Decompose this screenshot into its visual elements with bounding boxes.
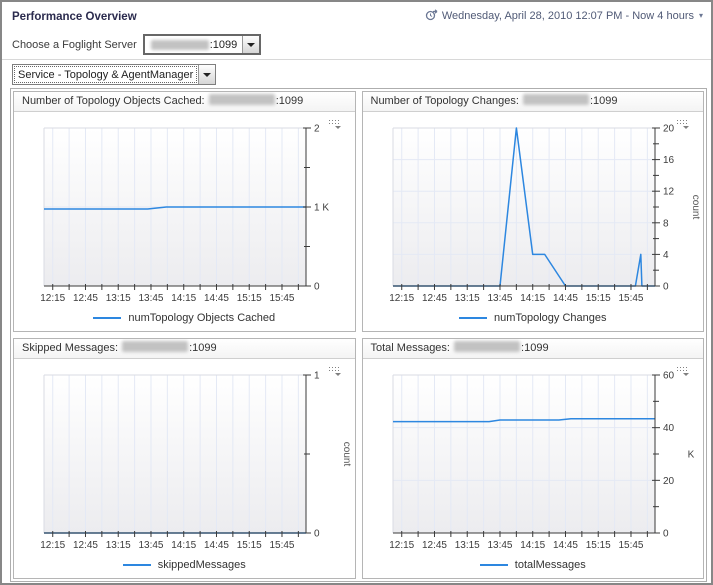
svg-text:count: count bbox=[690, 195, 701, 220]
svg-text:40: 40 bbox=[663, 423, 675, 434]
svg-text:12:45: 12:45 bbox=[421, 540, 446, 551]
svg-text:13:45: 13:45 bbox=[138, 293, 163, 304]
svg-text:13:45: 13:45 bbox=[138, 540, 163, 551]
panel-title: Number of Topology Objects Cached: :1099 bbox=[14, 92, 355, 112]
svg-text:8: 8 bbox=[663, 218, 669, 229]
svg-text:14:15: 14:15 bbox=[171, 540, 196, 551]
svg-text:14:45: 14:45 bbox=[204, 540, 229, 551]
svg-text:0: 0 bbox=[663, 529, 669, 540]
svg-text:13:45: 13:45 bbox=[487, 540, 512, 551]
svg-text:15:45: 15:45 bbox=[269, 540, 294, 551]
time-range-caret-icon: ▾ bbox=[698, 11, 703, 20]
svg-text:12:15: 12:15 bbox=[389, 293, 414, 304]
svg-text:14:15: 14:15 bbox=[520, 540, 545, 551]
redacted-server-name bbox=[522, 94, 589, 105]
svg-text:12:45: 12:45 bbox=[73, 293, 98, 304]
legend-label: numTopology Changes bbox=[493, 312, 607, 324]
chart-legend: skippedMessages bbox=[14, 553, 355, 577]
svg-text:13:45: 13:45 bbox=[487, 293, 512, 304]
svg-text:4: 4 bbox=[663, 250, 669, 261]
skipped-messages-chart[interactable]: 12:15 12:45 13:15 13:45 14:15 14:45 15:15 15:45… bbox=[18, 361, 354, 553]
chart-legend: numTopology Changes bbox=[363, 306, 704, 330]
total-messages-chart[interactable]: 12:15 12:45 13:15 13:45 14:15 14:45 15:15 15:45… bbox=[367, 361, 703, 553]
svg-text:12: 12 bbox=[663, 187, 675, 198]
svg-text:15:15: 15:15 bbox=[585, 540, 610, 551]
legend-label: numTopology Objects Cached bbox=[128, 312, 276, 324]
server-select-dropdown-button[interactable] bbox=[242, 36, 260, 53]
svg-text:14:45: 14:45 bbox=[204, 293, 229, 304]
svg-text:K: K bbox=[687, 450, 694, 461]
svg-text:13:15: 13:15 bbox=[106, 540, 131, 551]
svg-text:14:15: 14:15 bbox=[171, 293, 196, 304]
panel-topology-changes: Number of Topology Changes: :1099 12:15 1… bbox=[361, 91, 704, 332]
topology-objects-cached-chart[interactable]: 12:15 12:45 13:15 13:45 14:15 14:45 15:15 15:45… bbox=[18, 114, 354, 306]
server-select[interactable]: :1099 bbox=[142, 34, 262, 55]
redacted-server-name bbox=[454, 341, 521, 352]
server-picker-label: Choose a Foglight Server bbox=[12, 38, 137, 51]
svg-text:12:45: 12:45 bbox=[73, 540, 98, 551]
legend-line-swatch bbox=[93, 317, 122, 319]
svg-text:15:15: 15:15 bbox=[237, 540, 262, 551]
time-range-label: Wednesday, April 28, 2010 12:07 PM - Now… bbox=[441, 9, 694, 22]
svg-text:14:45: 14:45 bbox=[552, 293, 577, 304]
svg-text:60: 60 bbox=[663, 371, 675, 382]
legend-line-swatch bbox=[122, 564, 151, 566]
svg-text:count: count bbox=[341, 442, 352, 467]
chart-legend: numTopology Objects Cached bbox=[14, 306, 355, 330]
legend-label: totalMessages bbox=[514, 559, 586, 571]
panel-total-messages: Total Messages: :1099 12:15 12:45 13:15 13:… bbox=[361, 338, 704, 579]
legend-line-swatch bbox=[479, 564, 508, 566]
svg-text:2: 2 bbox=[314, 124, 320, 135]
svg-text:1: 1 bbox=[314, 371, 320, 382]
chart-options-icon[interactable] bbox=[328, 366, 342, 378]
panel-skipped-messages: Skipped Messages: :1099 12:15 12:45 13:15 1… bbox=[13, 338, 356, 579]
time-range-selector[interactable]: Wednesday, April 28, 2010 12:07 PM - Now… bbox=[425, 9, 703, 22]
server-select-value: :1099 bbox=[209, 38, 238, 51]
time-range-icon bbox=[425, 9, 438, 21]
panel-title: Number of Topology Changes: :1099 bbox=[362, 92, 703, 112]
legend-line-swatch bbox=[458, 317, 487, 319]
svg-text:13:15: 13:15 bbox=[454, 293, 479, 304]
chart-options-icon[interactable] bbox=[328, 119, 342, 131]
redacted-server-name bbox=[150, 39, 209, 50]
redacted-server-name bbox=[208, 94, 275, 105]
topology-changes-chart[interactable]: 12:15 12:45 13:15 13:45 14:15 14:45 15:15 15:45… bbox=[367, 114, 703, 306]
service-select[interactable]: Service - Topology & AgentManager bbox=[12, 64, 217, 85]
svg-text:12:15: 12:15 bbox=[40, 293, 65, 304]
svg-text:14:15: 14:15 bbox=[520, 293, 545, 304]
panel-topology-objects-cached: Number of Topology Objects Cached: :1099… bbox=[13, 91, 356, 332]
svg-text:14:45: 14:45 bbox=[552, 540, 577, 551]
svg-text:15:45: 15:45 bbox=[269, 293, 294, 304]
svg-text:12:15: 12:15 bbox=[389, 540, 414, 551]
panel-title: Skipped Messages: :1099 bbox=[14, 339, 355, 359]
legend-label: skippedMessages bbox=[157, 559, 246, 571]
svg-text:0: 0 bbox=[663, 282, 669, 293]
svg-text:16: 16 bbox=[663, 155, 675, 166]
svg-text:1 K: 1 K bbox=[314, 203, 329, 214]
chart-legend: totalMessages bbox=[363, 553, 704, 577]
svg-text:15:15: 15:15 bbox=[585, 293, 610, 304]
svg-text:12:45: 12:45 bbox=[421, 293, 446, 304]
svg-text:0: 0 bbox=[314, 282, 320, 293]
svg-text:15:45: 15:45 bbox=[618, 540, 643, 551]
service-select-dropdown-button[interactable] bbox=[198, 65, 216, 84]
chart-options-icon[interactable] bbox=[677, 366, 690, 378]
svg-text:20: 20 bbox=[663, 124, 675, 135]
svg-text:13:15: 13:15 bbox=[454, 540, 479, 551]
panel-title: Total Messages: :1099 bbox=[362, 339, 703, 359]
header-divider bbox=[2, 59, 711, 60]
svg-text:15:15: 15:15 bbox=[237, 293, 262, 304]
service-select-value: Service - Topology & AgentManager bbox=[13, 65, 198, 84]
svg-text:15:45: 15:45 bbox=[618, 293, 643, 304]
chart-options-icon[interactable] bbox=[677, 119, 690, 131]
svg-text:12:15: 12:15 bbox=[40, 540, 65, 551]
svg-text:20: 20 bbox=[663, 476, 675, 487]
svg-text:13:15: 13:15 bbox=[106, 293, 131, 304]
redacted-server-name bbox=[122, 341, 189, 352]
page-title: Performance Overview bbox=[12, 11, 137, 23]
charts-grid: Number of Topology Objects Cached: :1099… bbox=[10, 88, 707, 582]
svg-text:0: 0 bbox=[314, 529, 320, 540]
